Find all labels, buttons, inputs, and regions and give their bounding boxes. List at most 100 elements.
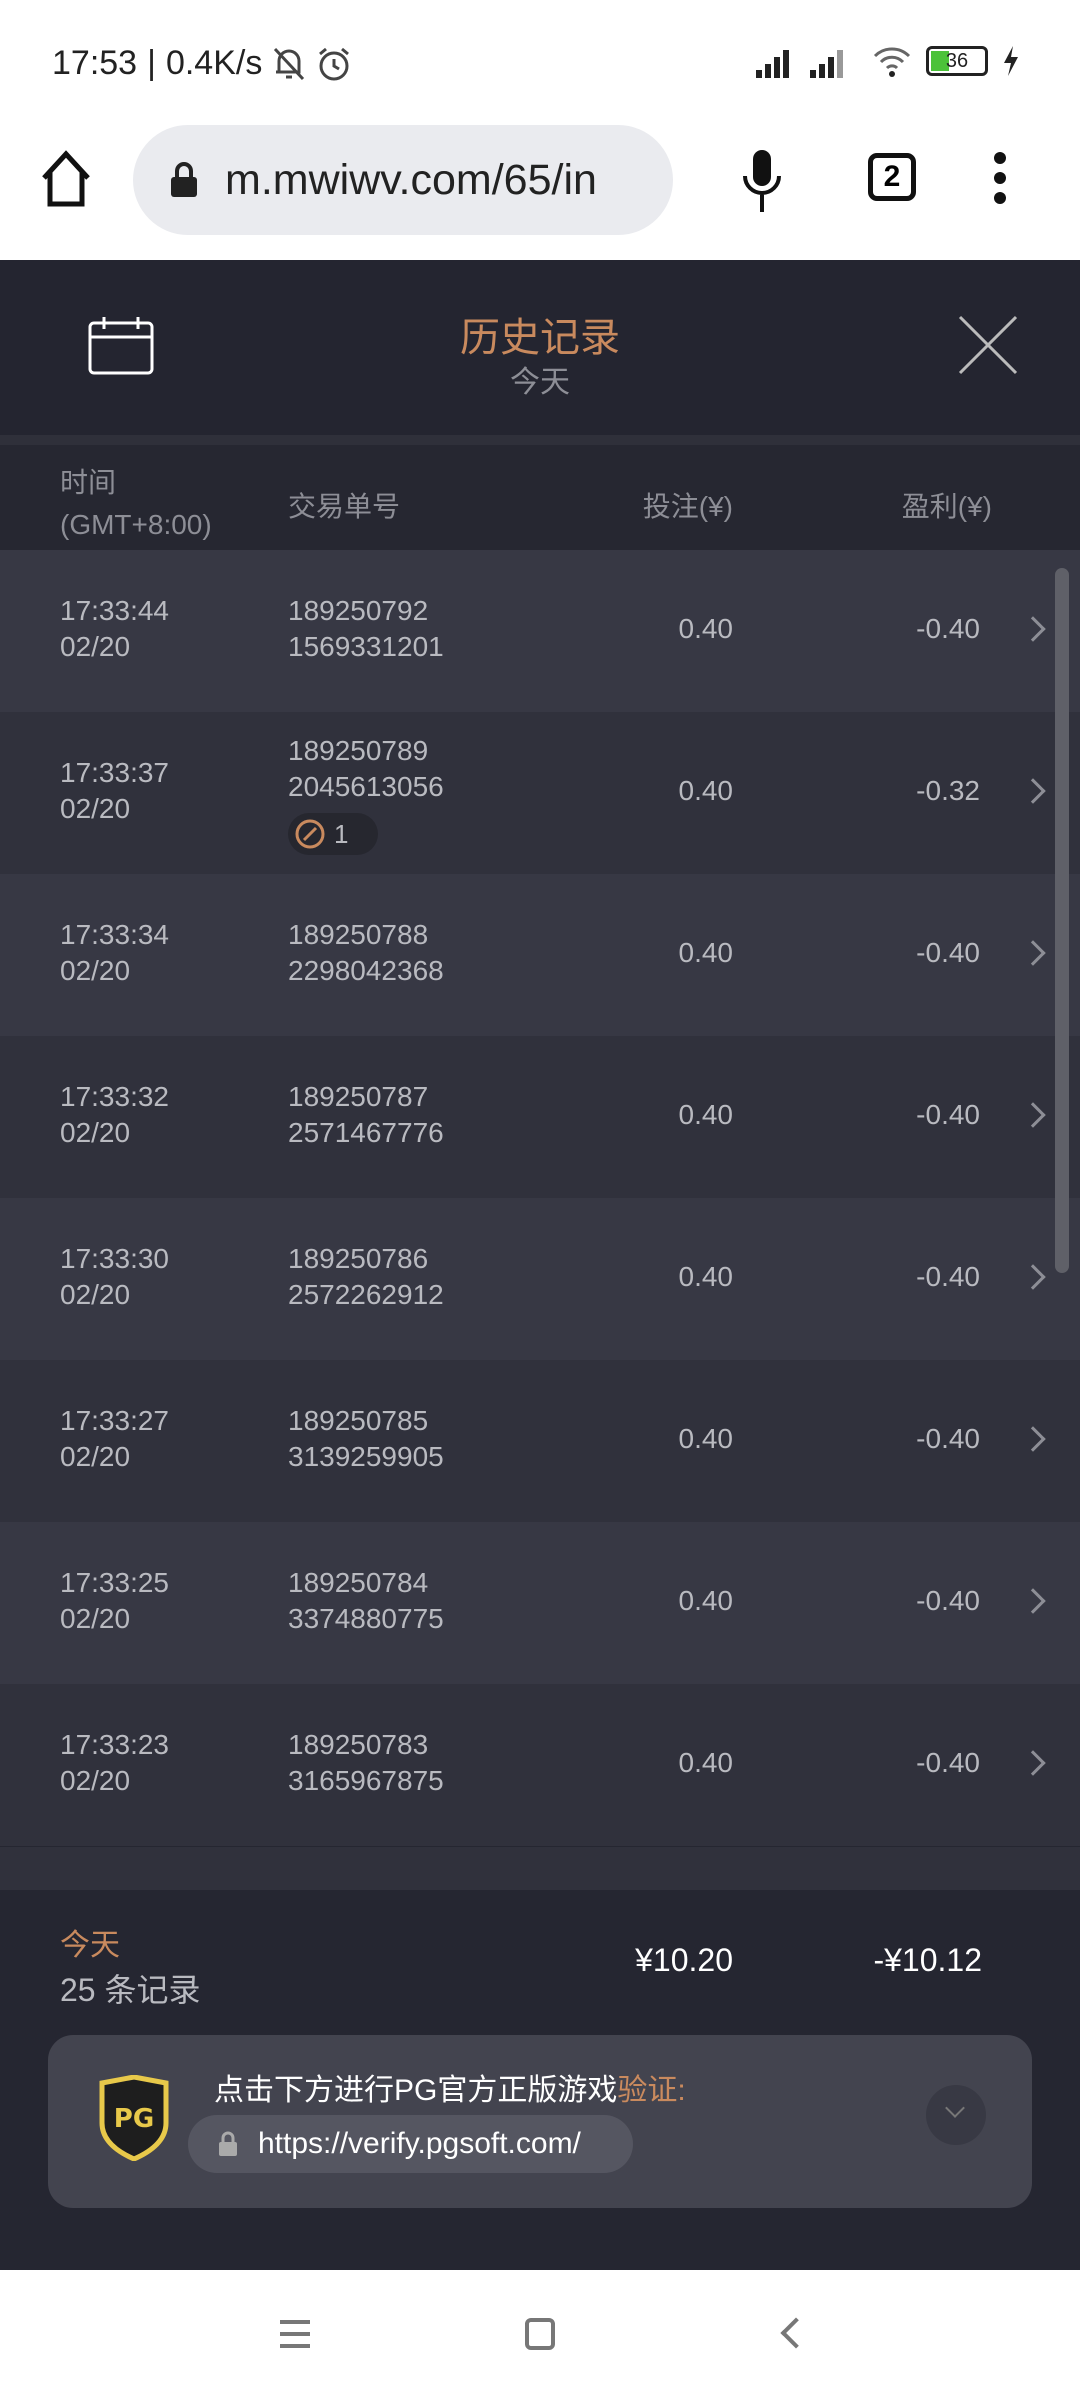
row-bet: 0.40 (678, 937, 734, 968)
tabs-button[interactable]: 2 (868, 153, 916, 201)
history-header: 历史记录 今天 (0, 260, 1080, 435)
lock-icon (171, 162, 197, 197)
scrollbar[interactable] (1055, 568, 1069, 1273)
chevron-right-icon (1020, 1588, 1046, 1614)
table-row[interactable]: 17:33:25 02/20 189250784 3374880775 0.40… (0, 1522, 1080, 1684)
row-id-2: 2571467776 (288, 1117, 444, 1148)
row-bet: 0.40 (678, 1747, 734, 1778)
row-profit: -0.32 (916, 775, 980, 806)
row-id-1: 189250789 (288, 735, 429, 766)
date-filter-label: 今天 (510, 366, 570, 399)
row-id-2: 3139259905 (288, 1441, 444, 1472)
table-row[interactable]: 17:33:32 02/20 189250787 2571467776 0.40… (0, 1036, 1080, 1198)
row-id-1: 189250792 (288, 595, 429, 626)
spin-icon (295, 819, 325, 849)
row-profit: -0.40 (916, 1423, 980, 1454)
expand-button[interactable] (926, 2085, 986, 2145)
url-text: m.mwiwv.com/65/in (225, 155, 597, 204)
calendar-icon[interactable] (88, 315, 154, 375)
browser-toolbar: m.mwiwv.com/65/in 2 (0, 110, 1080, 260)
system-nav-bar (0, 2270, 1080, 2400)
summary-period: 今天 (60, 1929, 120, 1962)
row-profit: -0.40 (916, 937, 980, 968)
row-date: 02/20 (60, 1117, 131, 1148)
menu-icon[interactable] (994, 152, 1006, 204)
table-row[interactable]: 17:33:27 02/20 189250785 3139259905 0.40… (0, 1360, 1080, 1522)
separator: | (147, 44, 156, 82)
row-id-1: 189250787 (288, 1081, 429, 1112)
row-date: 02/20 (60, 1441, 131, 1472)
row-id-2: 1569331201 (288, 631, 444, 662)
row-bet: 0.40 (678, 1261, 734, 1292)
row-profit: -0.40 (916, 1099, 980, 1130)
chevron-right-icon (1020, 1264, 1046, 1290)
col-profit: 盈利(¥) (901, 491, 992, 522)
verify-highlight: 验证: (617, 2074, 686, 2107)
row-id-1: 189250788 (288, 919, 429, 950)
row-bet: 0.40 (678, 613, 734, 644)
bell-off-icon (274, 47, 305, 80)
row-bet: 0.40 (678, 1585, 734, 1616)
record-count: 25 条记录 (60, 1972, 201, 2008)
table-row[interactable]: 17:33:23 02/20 189250783 3165967875 0.40… (0, 1684, 1080, 1846)
chevron-right-icon (1020, 616, 1046, 642)
table-row[interactable]: 17:33:44 02/20 189250792 1569331201 0.40… (0, 550, 1080, 712)
url-field[interactable]: m.mwiwv.com/65/in (133, 125, 673, 235)
back-nav-icon[interactable] (780, 2317, 812, 2349)
row-id-2: 2298042368 (288, 955, 444, 986)
table-row[interactable]: 17:33:37 02/20 189250789 2045613056 0.40… (0, 712, 1080, 874)
row-time: 17:33:37 (60, 757, 169, 788)
verify-link[interactable]: https://verify.pgsoft.com/ (188, 2115, 633, 2173)
chevron-right-icon (1020, 1426, 1046, 1452)
page-title: 历史记录 (460, 316, 620, 360)
svg-text:PG: PG (114, 2104, 154, 2134)
pg-logo: PG (99, 2075, 169, 2161)
signal-icon (756, 50, 843, 78)
charging-icon (1004, 46, 1018, 76)
row-id-2: 2045613056 (288, 771, 444, 802)
net-speed: 0.4K/s (165, 44, 263, 82)
col-timezone: (GMT+8:00) (60, 509, 212, 540)
close-icon[interactable] (958, 315, 1018, 375)
chevron-right-icon (1020, 940, 1046, 966)
battery-level: 36 (945, 50, 969, 72)
battery-icon: 36 (926, 46, 988, 76)
row-date: 02/20 (60, 955, 131, 986)
row-time: 17:33:32 (60, 1081, 169, 1112)
row-time: 17:33:34 (60, 919, 169, 950)
home-icon[interactable] (40, 150, 92, 208)
history-panel: 历史记录 今天 时间 (GMT+8:00) 交易单号 投注(¥) 盈利(¥) 1… (0, 260, 1080, 2270)
row-time: 17:33:44 (60, 595, 169, 626)
row-bet: 0.40 (678, 1423, 734, 1454)
total-profit: -¥10.12 (873, 1942, 982, 1978)
row-time: 17:33:30 (60, 1243, 169, 1274)
row-id-1: 189250784 (288, 1567, 429, 1598)
wifi-icon (873, 47, 911, 77)
row-date: 02/20 (60, 1765, 131, 1796)
row-bet: 0.40 (678, 1099, 734, 1130)
chevron-right-icon (1020, 1750, 1046, 1776)
alarm-icon (319, 47, 350, 80)
row-date: 02/20 (60, 631, 131, 662)
row-id-2: 2572262912 (288, 1279, 444, 1310)
row-id-1: 189250783 (288, 1729, 429, 1760)
table-row[interactable]: 17:33:30 02/20 189250786 2572262912 0.40… (0, 1198, 1080, 1360)
row-profit: -0.40 (916, 1747, 980, 1778)
home-nav-icon[interactable] (525, 2318, 555, 2350)
microphone-icon[interactable] (740, 148, 784, 214)
row-id-2: 3374880775 (288, 1603, 444, 1634)
total-bet: ¥10.20 (635, 1942, 733, 1978)
table-row[interactable]: 17:33:34 02/20 189250788 2298042368 0.40… (0, 874, 1080, 1036)
menu-nav-icon[interactable] (280, 2320, 310, 2348)
chevron-right-icon (1020, 1102, 1046, 1128)
chevron-right-icon (1020, 778, 1046, 804)
table-row-partial[interactable] (0, 1847, 1080, 1890)
verify-text: 点击下方进行PG官方正版游戏验证: (214, 2065, 686, 2109)
row-id-1: 189250786 (288, 1243, 429, 1274)
table-header: 时间 (GMT+8:00) 交易单号 投注(¥) 盈利(¥) (0, 445, 1080, 550)
clock: 17:53 (52, 44, 138, 82)
status-left: 17:53 | 0.4K/s (52, 44, 352, 83)
summary-footer: 今天 25 条记录 ¥10.20 -¥10.12 PG 点击下方进行PG官方正版… (0, 1890, 1080, 2270)
row-bet: 0.40 (678, 775, 734, 806)
col-time: 时间 (60, 467, 117, 498)
